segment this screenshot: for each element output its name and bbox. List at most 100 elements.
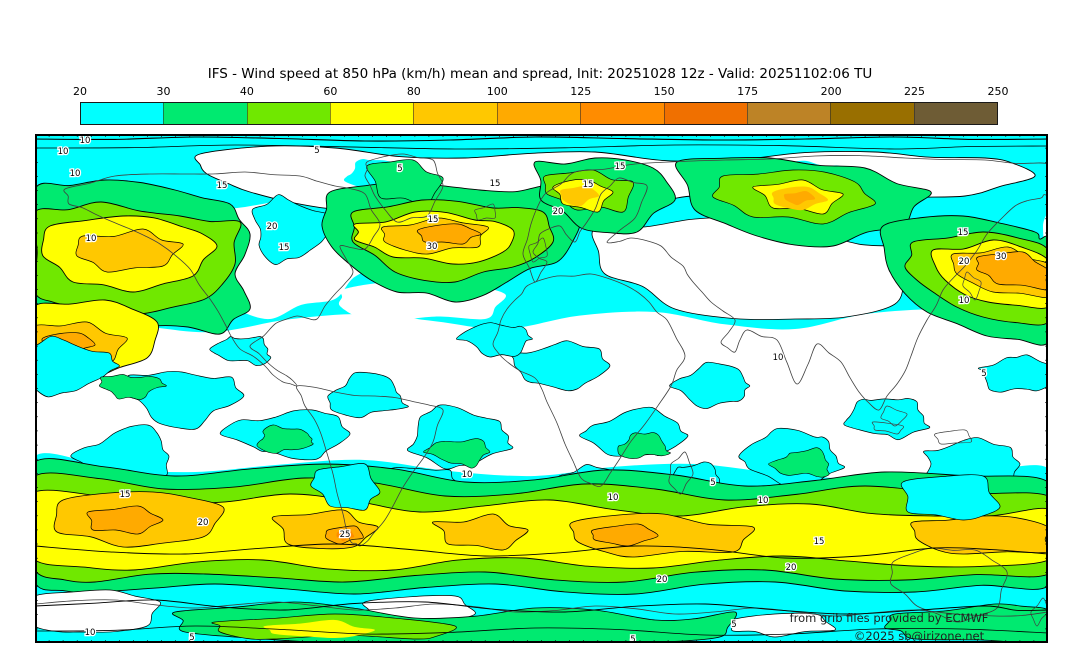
wind-fill-region-c30 bbox=[617, 432, 671, 459]
contour-label: 5 bbox=[397, 164, 402, 174]
contour-label: 5 bbox=[314, 146, 319, 156]
contour-label: 20 bbox=[198, 518, 209, 528]
coastline bbox=[889, 547, 1008, 623]
contour-label: 5 bbox=[189, 633, 194, 643]
contour-label: 15 bbox=[490, 179, 501, 189]
contour-label: 15 bbox=[120, 490, 131, 500]
colorbar-segment bbox=[913, 103, 997, 124]
wind-fill-region-c100 bbox=[976, 251, 1048, 291]
colorbar-tick-label: 250 bbox=[987, 85, 1009, 98]
wind-fill-region-c20 bbox=[900, 474, 1001, 521]
coastline bbox=[1030, 597, 1048, 627]
contour-label: 20 bbox=[657, 575, 668, 585]
contour-label: 20 bbox=[267, 222, 278, 232]
wind-fill-region-c100 bbox=[783, 190, 816, 206]
colorbar-segment bbox=[580, 103, 664, 124]
coastline bbox=[528, 237, 548, 263]
colorbar-segment bbox=[330, 103, 414, 124]
contour-label: 15 bbox=[217, 181, 228, 191]
map-layers: 10 10 10 5 5 15 20 15 10 15 30 15 15 15 20 15 20 30 10 10 5 1… bbox=[35, 134, 1048, 643]
coastline bbox=[934, 429, 973, 445]
map-frame bbox=[35, 134, 1048, 643]
contour-label: 15 bbox=[583, 180, 594, 190]
chart-title: IFS - Wind speed at 850 hPa (km/h) mean … bbox=[207, 66, 873, 82]
wind-fill-region-c30 bbox=[884, 603, 1048, 643]
wind-speed-map-canvas: 10 10 10 5 5 15 20 15 10 15 30 15 15 15 20 15 20 30 10 10 5 1… bbox=[34, 133, 1049, 644]
colorbar-segment bbox=[663, 103, 747, 124]
wind-fill-region-c20 bbox=[310, 463, 381, 511]
contour-label: 10 bbox=[758, 496, 769, 506]
contour-label: 10 bbox=[959, 296, 970, 306]
contour-label: 20 bbox=[959, 257, 970, 267]
contour-label: 30 bbox=[427, 242, 438, 252]
colorbar-segment bbox=[496, 103, 581, 124]
wind-fill-region-c20 bbox=[35, 335, 120, 398]
wind-fill-region-c30 bbox=[423, 438, 491, 469]
colorbar-tick-label: 80 bbox=[406, 85, 421, 98]
colorbar-segment bbox=[163, 103, 247, 124]
contour-label: 10 bbox=[85, 628, 96, 638]
contour-label: 5 bbox=[981, 369, 986, 379]
coastline bbox=[871, 421, 904, 435]
wind-fill-region-c100 bbox=[590, 523, 659, 547]
contour-label: 10 bbox=[58, 147, 69, 157]
wind-fill-region-c20 bbox=[327, 371, 409, 419]
contour-label: 10 bbox=[86, 234, 97, 244]
colorbar-tick-label: 125 bbox=[570, 85, 592, 98]
wind-fill-region-c20 bbox=[669, 361, 751, 409]
contour-label: 15 bbox=[958, 228, 969, 238]
coastline bbox=[364, 153, 444, 223]
contour-line bbox=[35, 543, 1048, 559]
wind-fill-region-c20 bbox=[209, 336, 272, 366]
contour-label: 5 bbox=[630, 635, 635, 643]
colorbar-segment bbox=[830, 103, 914, 124]
wind-fill-region-c100 bbox=[416, 223, 482, 245]
coastline bbox=[668, 451, 694, 495]
coastline bbox=[962, 271, 982, 301]
coastline bbox=[492, 273, 686, 487]
colorbar-tick-label: 150 bbox=[653, 85, 675, 98]
contour-label: 10 bbox=[608, 493, 619, 503]
colorbar-tick-label: 30 bbox=[156, 85, 171, 98]
colorbar-tick-label: 175 bbox=[737, 85, 759, 98]
colorbar-tick-labels: 20 30 40 60 80 100 125 150 175 200 225 250 bbox=[0, 85, 1080, 99]
coastline bbox=[296, 385, 444, 547]
wind-fill-region-c80 bbox=[432, 513, 529, 551]
coastline bbox=[474, 203, 497, 221]
wind-fill-region-c60 bbox=[35, 489, 1048, 572]
wind-fill-region-c20 bbox=[251, 194, 337, 265]
contour-label: 20 bbox=[786, 563, 797, 573]
colorbar-segment bbox=[81, 103, 164, 124]
attribution-ecmwf: from grib files provided by ECMWF bbox=[790, 611, 989, 625]
contour-label: 10 bbox=[70, 169, 81, 179]
wind-fill-region-c80 bbox=[560, 185, 600, 207]
contour-line bbox=[35, 625, 1048, 636]
wind-fill-region-c20 bbox=[843, 398, 931, 441]
wind-fill-region-c30 bbox=[768, 447, 830, 478]
contour-line bbox=[35, 136, 1048, 142]
wind-fill-region-c125 bbox=[336, 529, 355, 541]
colorbar-tick-label: 225 bbox=[904, 85, 926, 98]
colorbar-tick-label: 100 bbox=[486, 85, 508, 98]
contour-label: 10 bbox=[462, 470, 473, 480]
wind-fill-region-c100 bbox=[86, 505, 164, 535]
contour-line bbox=[35, 144, 1048, 150]
colorbar-tick-label: 20 bbox=[73, 85, 87, 98]
colorbar-tick-label: 60 bbox=[323, 85, 338, 98]
contour-label: 15 bbox=[615, 162, 626, 172]
contour-label: 20 bbox=[553, 207, 564, 217]
wind-fill-region-c30 bbox=[256, 424, 314, 454]
wind-fill-region-c20 bbox=[977, 354, 1048, 393]
colorbar-segment bbox=[746, 103, 831, 124]
coastline bbox=[35, 599, 1048, 617]
coastline bbox=[880, 405, 908, 427]
contour-label: 15 bbox=[428, 215, 439, 225]
world-map: 10 10 10 5 5 15 20 15 10 15 30 15 15 15 20 15 20 30 10 10 5 1… bbox=[34, 133, 1049, 644]
colorbar-tick-label: 40 bbox=[239, 85, 254, 98]
contour-label: 25 bbox=[340, 530, 351, 540]
contour-line bbox=[35, 599, 1048, 615]
contour-label: 5 bbox=[710, 478, 715, 488]
wind-fill-region-c30 bbox=[366, 159, 444, 207]
contour-label: 10 bbox=[773, 353, 784, 363]
